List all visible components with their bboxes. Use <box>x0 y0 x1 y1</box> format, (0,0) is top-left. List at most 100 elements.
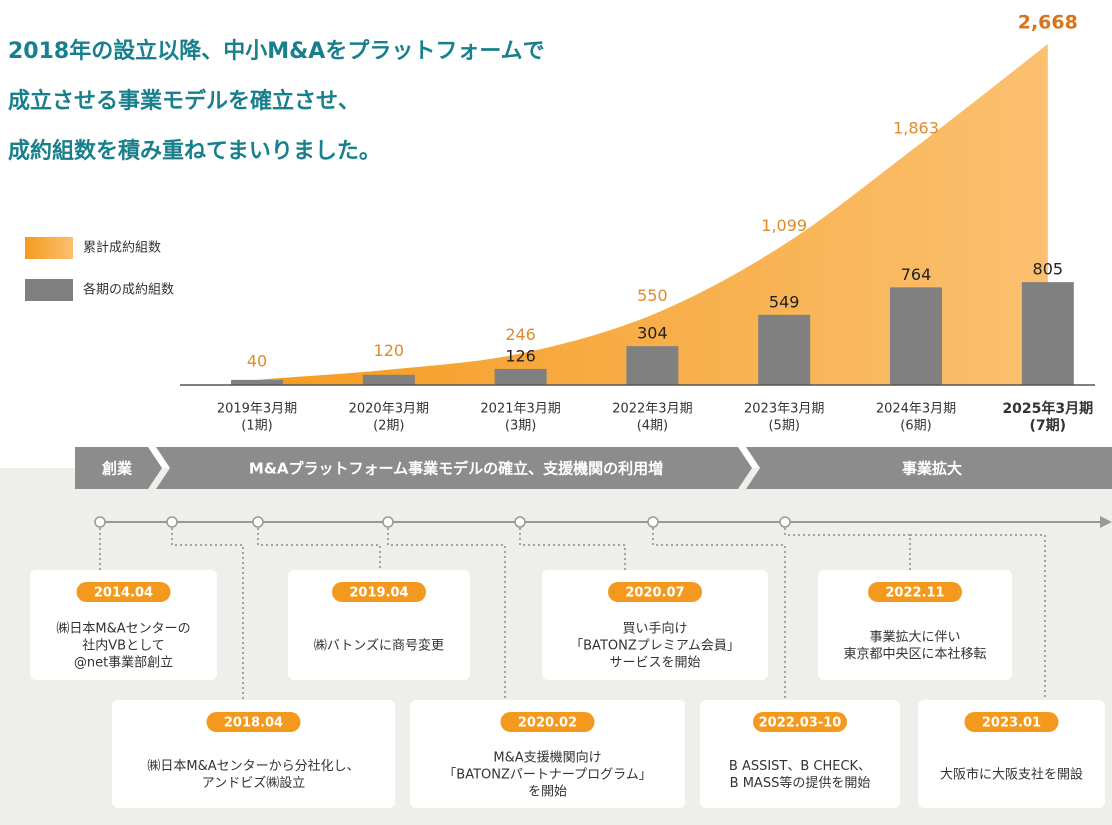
phase-label: 創業 <box>101 460 133 478</box>
milestone-date: 2020.07 <box>625 586 684 601</box>
phase-arrow <box>75 447 162 489</box>
timeline-node <box>514 516 526 528</box>
bar-label: 805 <box>1033 260 1064 279</box>
timeline-node <box>252 516 264 528</box>
legend-swatch <box>25 279 73 301</box>
milestone-text: ㈱バトンズに商号変更 <box>314 638 444 654</box>
milestone-text: ㈱日本M&Aセンターから分社化し、 <box>147 758 359 774</box>
milestone-text: M&A支援機関向け <box>493 750 601 766</box>
phase-arrow <box>156 447 752 489</box>
date-pill <box>868 582 962 602</box>
date-pill <box>500 712 595 732</box>
milestone-date: 2022.11 <box>885 586 944 601</box>
date-pill <box>332 582 426 602</box>
milestone-text: ㈱日本M&Aセンターの <box>56 622 190 637</box>
milestone-date: 2019.04 <box>349 586 408 601</box>
x-tick-label: 2022年3月期 <box>612 402 692 417</box>
timeline-node <box>647 516 659 528</box>
x-tick-label: 2020年3月期 <box>349 402 429 417</box>
timeline-node <box>382 516 394 528</box>
milestone-text: 「BATONZプレミアム会員」 <box>570 639 740 654</box>
timeline-arrowhead <box>1100 516 1112 528</box>
x-tick-label: 2019年3月期 <box>217 402 297 417</box>
milestone-date: 2014.04 <box>94 586 153 601</box>
date-pill <box>964 712 1059 732</box>
phase-label: 事業拡大 <box>902 460 962 478</box>
milestone-text: 事業拡大に伴い <box>869 629 960 645</box>
x-tick-sublabel: (2期) <box>373 419 404 434</box>
title-line: 成立させる事業モデルを確立させ、 <box>8 88 360 114</box>
cumulative-label: 550 <box>637 286 668 305</box>
milestone-date: 2018.04 <box>224 716 283 731</box>
milestone-text: 買い手向け <box>622 621 687 637</box>
cumulative-label: 2,668 <box>1018 12 1078 34</box>
title-line: 成約組数を積み重ねてまいりました。 <box>8 138 381 164</box>
x-tick-sublabel: (1期) <box>241 419 272 434</box>
timeline-node <box>94 516 106 528</box>
connector <box>387 528 506 700</box>
cumulative-area <box>231 44 1048 385</box>
legend-label: 累計成約組数 <box>83 240 161 256</box>
date-pill <box>206 712 301 732</box>
bar-label: 549 <box>769 292 800 311</box>
milestone-text: B MASS等の提供を開始 <box>730 775 871 791</box>
connector <box>257 528 381 570</box>
cumulative-label: 1,863 <box>893 118 939 137</box>
milestone-text: 東京都中央区に本社移転 <box>843 646 986 662</box>
bar <box>231 379 283 385</box>
bar-label: 126 <box>505 346 536 365</box>
milestone-date: 2023.01 <box>982 716 1041 731</box>
milestone-text: 大阪市に大阪支社を開設 <box>940 767 1083 783</box>
x-tick-sublabel: (4期) <box>637 419 668 434</box>
bar <box>626 346 679 385</box>
bar <box>1021 282 1074 385</box>
x-tick-label: 2021年3月期 <box>480 402 560 417</box>
legend-label: 各期の成約組数 <box>83 282 174 298</box>
connector <box>652 528 786 700</box>
date-pill <box>76 582 171 602</box>
x-tick-sublabel: (7期) <box>1030 418 1067 434</box>
cumulative-label: 120 <box>374 341 405 360</box>
milestone-date: 2020.02 <box>518 716 577 731</box>
phase-arrow <box>746 447 1112 489</box>
date-pill <box>608 582 702 602</box>
milestone-date: 2022.03-10 <box>759 716 842 731</box>
legend-swatch <box>25 237 73 259</box>
cumulative-label: 246 <box>505 325 536 344</box>
x-tick-label: 2025年3月期 <box>1002 400 1093 417</box>
title-line: 2018年の設立以降、中小M&Aをプラットフォームで <box>8 38 545 64</box>
x-tick-label: 2023年3月期 <box>744 402 824 417</box>
milestone-card <box>918 700 1105 808</box>
milestone-card <box>410 700 685 808</box>
bar <box>362 374 415 385</box>
milestone-card <box>30 570 217 680</box>
milestone-card <box>700 700 900 808</box>
x-tick-sublabel: (3期) <box>505 419 536 434</box>
milestone-text: B ASSIST、B CHECK、 <box>729 759 871 774</box>
milestone-text: を開始 <box>528 785 567 800</box>
milestone-card <box>112 700 395 808</box>
bar <box>890 287 942 385</box>
bar <box>758 314 811 385</box>
milestone-text: サービスを開始 <box>609 656 700 671</box>
connector <box>171 528 244 700</box>
milestone-text: 「BATONZパートナープログラム」 <box>443 768 651 783</box>
x-tick-sublabel: (6期) <box>900 419 931 434</box>
date-pill <box>753 712 847 732</box>
milestone-text: アンドビズ㈱設立 <box>202 775 305 791</box>
cumulative-label: 40 <box>247 351 267 370</box>
connector <box>910 534 1046 700</box>
cumulative-label: 1,099 <box>761 216 807 235</box>
bar-label: 764 <box>901 265 932 284</box>
milestone-card <box>542 570 768 680</box>
timeline-node <box>779 516 791 528</box>
phase-label: M&Aプラットフォーム事業モデルの確立、支援機関の利用増 <box>249 460 663 478</box>
milestone-text: @net事業部創立 <box>74 655 173 671</box>
milestone-text: 社内VBとして <box>82 638 164 654</box>
x-tick-sublabel: (5期) <box>768 419 799 434</box>
bar-label: 304 <box>637 324 668 343</box>
milestone-card <box>818 570 1012 680</box>
bar <box>494 368 547 385</box>
timeline-node <box>166 516 178 528</box>
